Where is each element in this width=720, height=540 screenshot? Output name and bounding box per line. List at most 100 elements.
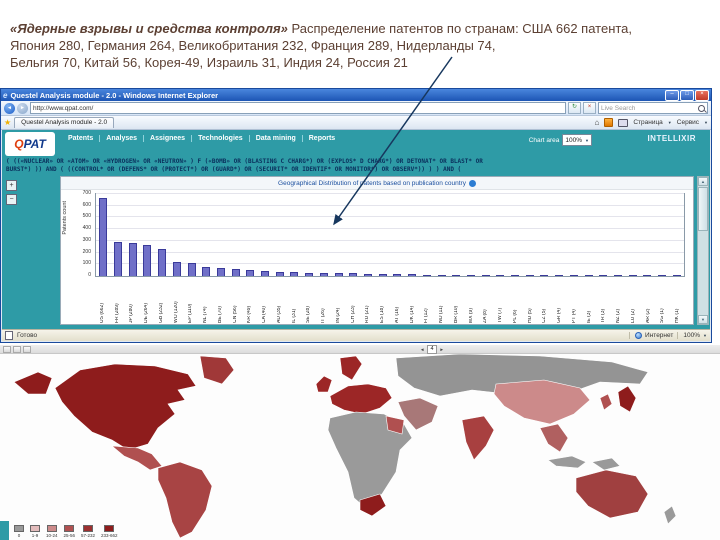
chart-bar xyxy=(496,275,505,276)
x-axis-label: PL (6) xyxy=(512,309,518,323)
scrollbar-thumb[interactable] xyxy=(698,187,708,231)
scroll-down-icon[interactable]: ▼ xyxy=(698,315,708,324)
chart-bar xyxy=(114,242,123,276)
minimize-button[interactable]: – xyxy=(665,89,679,101)
chart-bar xyxy=(437,274,446,276)
x-axis-label: AU (35) xyxy=(276,305,282,323)
page-menu[interactable]: Страница xyxy=(633,119,663,126)
plot-area xyxy=(95,193,685,277)
x-axis-label: SE (28) xyxy=(306,306,312,323)
chart-bar xyxy=(261,271,270,276)
legend-label: 233-662 xyxy=(101,533,118,538)
print-icon[interactable] xyxy=(618,118,629,127)
qpat-nav-item[interactable]: Patents xyxy=(68,135,94,142)
chart-bar xyxy=(481,275,490,276)
chart-bar xyxy=(393,274,402,276)
zoom-out-button[interactable]: − xyxy=(6,194,17,205)
vertical-scrollbar[interactable]: ▲ ▼ xyxy=(697,176,709,325)
map-region-indonesia xyxy=(547,455,621,471)
address-bar-row: ◄ ► http://www.qpat.com/ ↻ × Live Search xyxy=(1,101,711,116)
qpat-nav-item[interactable]: Data mining xyxy=(248,135,302,142)
legend-label: 10-24 xyxy=(46,533,58,538)
qpat-nav-item[interactable]: Reports xyxy=(301,135,341,142)
status-text: Готово xyxy=(17,332,38,339)
y-tick-label: 400 xyxy=(82,225,91,232)
scroll-up-icon[interactable]: ▲ xyxy=(698,177,708,186)
browser-tab[interactable]: Questel Analysis module - 2.0 xyxy=(14,117,115,128)
x-axis-label: ES (18) xyxy=(380,306,386,323)
chart-bar xyxy=(319,272,328,276)
map-toolbar-button[interactable] xyxy=(13,345,21,353)
chart-bar xyxy=(658,275,667,276)
chart-bar xyxy=(202,267,211,276)
address-input[interactable]: http://www.qpat.com/ xyxy=(30,102,566,114)
x-axis-label: MX (9) xyxy=(468,308,474,323)
qpat-nav-item[interactable]: Technologies xyxy=(191,135,249,142)
browser-zoom-level[interactable]: 100% xyxy=(683,332,701,339)
ie-icon: e xyxy=(3,90,8,100)
qpat-nav-item[interactable]: Assignees xyxy=(143,135,191,142)
x-axis-label: KR (49) xyxy=(247,305,253,323)
x-axis-label: BE (70) xyxy=(217,306,223,323)
home-icon[interactable]: ⌂ xyxy=(594,117,600,127)
chart-bar xyxy=(334,273,343,276)
chart-zoom-select[interactable]: 100% ▼ xyxy=(562,134,592,146)
chart-bar xyxy=(143,245,152,276)
y-tick-label: 100 xyxy=(82,260,91,267)
intellixir-brand: INTELLIXIR xyxy=(647,134,696,143)
map-region-europe xyxy=(315,355,393,415)
chart-bar xyxy=(584,275,593,276)
map-toolbar-button[interactable] xyxy=(3,345,11,353)
x-axis-label: FI (12) xyxy=(424,308,430,323)
zone-label: Интернет xyxy=(645,332,674,339)
tools-menu[interactable]: Сервис xyxy=(676,119,700,126)
search-placeholder: Live Search xyxy=(601,104,636,112)
favorites-star-icon[interactable]: ★ xyxy=(4,117,12,127)
heading-line-1: «Ядерные взрывы и средства контроля» Рас… xyxy=(10,20,714,37)
legend-label: 25-56 xyxy=(63,533,76,538)
x-axis-label: DK (14) xyxy=(409,305,415,323)
search-icon[interactable] xyxy=(698,104,705,112)
map-toolbar-button[interactable] xyxy=(23,345,31,353)
feed-icon[interactable] xyxy=(604,118,614,127)
command-bar: ★ Questel Analysis module - 2.0 ⌂ Страни… xyxy=(1,116,711,130)
y-tick-label: 300 xyxy=(82,236,91,243)
back-button[interactable]: ◄ xyxy=(4,102,15,114)
x-axis-label: NL (74) xyxy=(203,306,209,324)
qpat-page: Q PAT Patents Analyses Assignees Technologi… xyxy=(2,130,710,329)
info-icon[interactable] xyxy=(468,179,476,187)
chart-bar xyxy=(128,243,137,276)
refresh-button[interactable]: ↻ xyxy=(568,102,581,114)
map-region-north-america xyxy=(13,363,197,451)
qpat-nav-item[interactable]: Analyses xyxy=(99,135,143,142)
close-button[interactable]: × xyxy=(695,89,709,101)
legend-swatch xyxy=(46,525,57,532)
map-corner-strip xyxy=(0,521,9,540)
qpat-logo[interactable]: Q PAT xyxy=(5,132,55,156)
chart-bar xyxy=(187,263,196,276)
pager-next-icon[interactable]: ► xyxy=(439,347,444,352)
map-pager: ◄ 4 ► xyxy=(420,345,444,354)
x-axis-label: BR (10) xyxy=(453,305,459,323)
zoom-in-button[interactable]: + xyxy=(6,180,17,191)
pager-prev-icon[interactable]: ◄ xyxy=(420,347,425,352)
window-title: Questel Analysis module - 2.0 - Windows … xyxy=(10,90,219,100)
legend-item: 1-9 xyxy=(30,525,40,538)
x-axis-label: NZ (2) xyxy=(616,308,622,323)
chart-bar xyxy=(525,275,534,276)
search-input[interactable]: Live Search xyxy=(598,102,708,114)
forward-button[interactable]: ► xyxy=(17,102,28,114)
map-toolbar xyxy=(0,345,720,354)
maximize-button[interactable]: □ xyxy=(680,89,694,101)
y-ticks: 0 100 200 300 400 500 600 700 xyxy=(71,190,93,278)
x-axis-label: CZ (5) xyxy=(542,308,548,323)
chart-bar xyxy=(408,274,417,276)
x-axis-label: EP (110) xyxy=(188,303,194,323)
stop-button[interactable]: × xyxy=(583,102,596,114)
chart-bar xyxy=(275,271,284,276)
gridline xyxy=(96,228,684,230)
map-region-south-africa xyxy=(359,493,387,517)
x-axis-label: US (662) xyxy=(99,302,105,323)
title-bar[interactable]: e Questel Analysis module - 2.0 - Window… xyxy=(1,89,711,101)
pager-number: 4 xyxy=(427,345,437,354)
